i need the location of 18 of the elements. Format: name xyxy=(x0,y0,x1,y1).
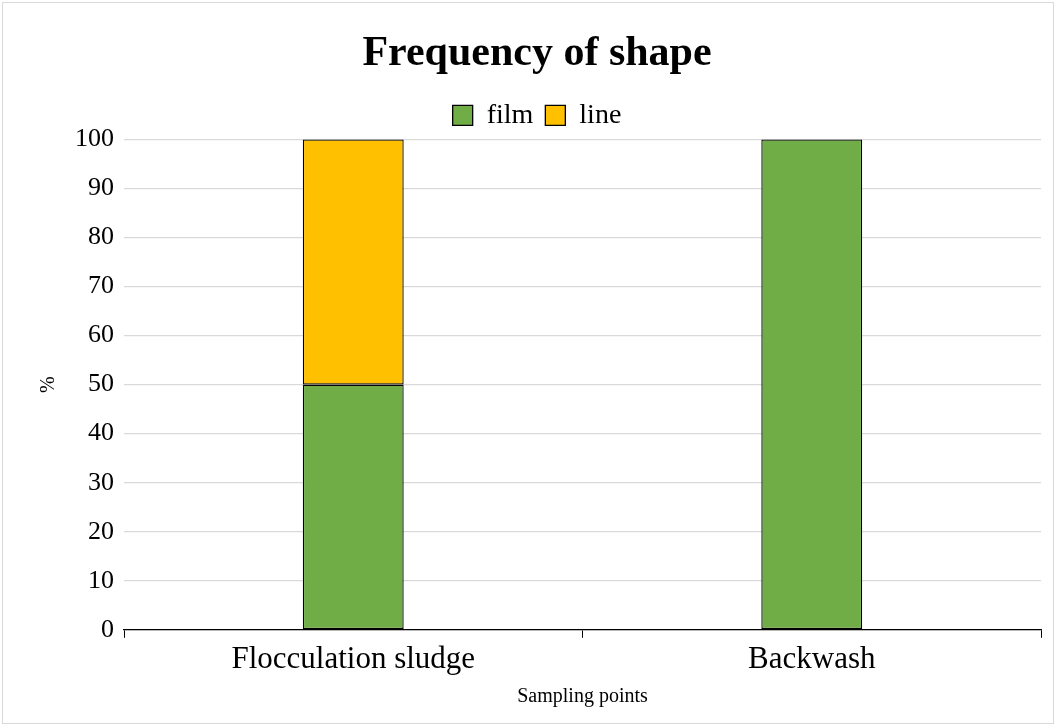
y-tick-label: 70 xyxy=(88,270,114,300)
x-axis-title: Sampling points xyxy=(517,684,648,708)
x-tick-label: Backwash xyxy=(748,639,876,675)
y-tick-label: 100 xyxy=(75,123,114,153)
y-tick-label: 80 xyxy=(88,221,114,251)
y-axis-title: % xyxy=(36,376,59,393)
x-tick-label: Flocculation sludge xyxy=(231,639,476,675)
y-tick-label: 10 xyxy=(88,564,114,594)
legend-label: line xyxy=(579,97,622,129)
y-tick-label: 50 xyxy=(88,368,114,398)
y-tick-label: 60 xyxy=(88,319,114,349)
y-tick-label: 40 xyxy=(88,417,114,447)
legend-label: film xyxy=(486,97,534,129)
y-tick-label: 30 xyxy=(88,466,114,496)
y-tick-label: 90 xyxy=(88,172,114,202)
y-tick-label: 20 xyxy=(88,515,114,545)
chart-title: Frequency of shape xyxy=(362,28,712,75)
y-tick-label: 0 xyxy=(101,613,114,643)
